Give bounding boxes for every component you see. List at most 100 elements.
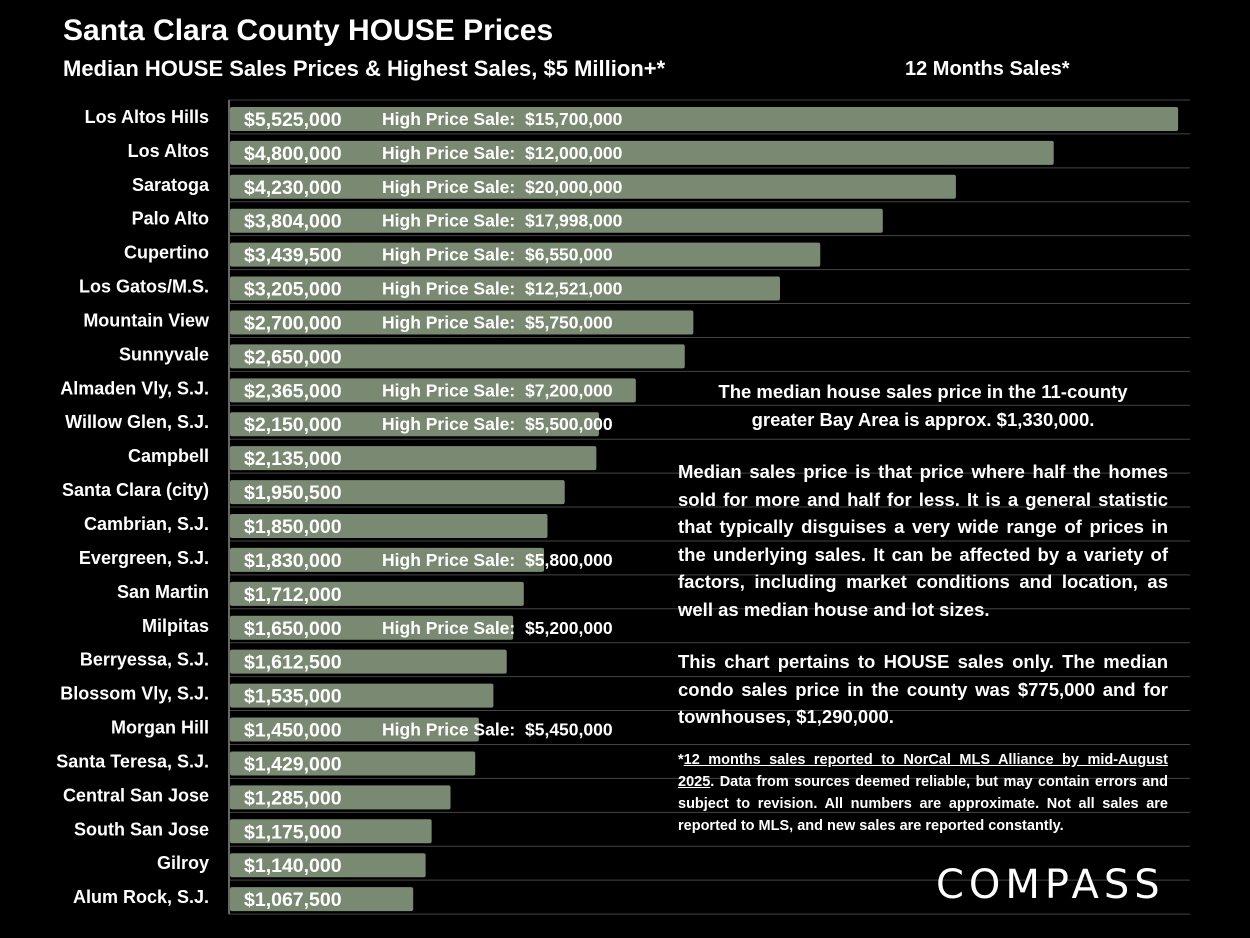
category-label: Almaden Vly, S.J. bbox=[60, 378, 209, 398]
value-label: $2,650,000 bbox=[244, 346, 342, 368]
high-price-prefix: High Price Sale: bbox=[382, 618, 515, 638]
category-label: Gilroy bbox=[157, 853, 209, 873]
value-label: $4,800,000 bbox=[244, 143, 342, 165]
house-only-note: This chart pertains to HOUSE sales only.… bbox=[678, 651, 1168, 727]
high-price-value: $5,800,000 bbox=[525, 550, 613, 570]
category-label: Santa Clara (city) bbox=[62, 480, 209, 500]
category-label: Saratoga bbox=[132, 175, 210, 195]
high-price-prefix: High Price Sale: bbox=[382, 414, 515, 434]
high-price-value: $5,500,000 bbox=[525, 414, 613, 434]
bar bbox=[230, 514, 548, 538]
value-label: $1,950,500 bbox=[244, 482, 342, 504]
bar bbox=[230, 242, 821, 267]
high-price-value: $12,000,000 bbox=[525, 143, 623, 163]
value-label: $5,525,000 bbox=[244, 109, 342, 131]
value-label: $3,439,500 bbox=[244, 245, 342, 267]
category-label: Mountain View bbox=[83, 310, 210, 330]
bar bbox=[230, 480, 565, 505]
high-price-prefix: High Price Sale: bbox=[382, 177, 515, 197]
high-price-value: $6,550,000 bbox=[525, 245, 613, 265]
bar bbox=[230, 378, 636, 403]
high-price-prefix: High Price Sale: bbox=[382, 720, 515, 740]
value-label: $1,850,000 bbox=[244, 516, 342, 538]
value-label: $1,429,000 bbox=[244, 753, 342, 775]
category-label: South San Jose bbox=[74, 819, 209, 839]
bar bbox=[230, 310, 694, 335]
bar bbox=[230, 819, 432, 844]
category-label: Palo Alto bbox=[132, 209, 209, 229]
value-label: $2,135,000 bbox=[244, 448, 342, 470]
category-label: Cambrian, S.J. bbox=[84, 514, 209, 534]
category-label: Campbell bbox=[128, 446, 209, 466]
high-price-value: $5,750,000 bbox=[525, 312, 613, 332]
high-price-prefix: High Price Sale: bbox=[382, 109, 515, 129]
bar bbox=[230, 547, 545, 572]
high-price-prefix: High Price Sale: bbox=[382, 245, 515, 265]
category-label: Evergreen, S.J. bbox=[79, 548, 209, 568]
value-label: $1,175,000 bbox=[244, 821, 342, 843]
bar bbox=[230, 140, 1054, 165]
bar bbox=[230, 785, 451, 810]
category-label: Los Altos Hills bbox=[85, 107, 209, 127]
high-price-value: $7,200,000 bbox=[525, 380, 613, 400]
value-label: $2,700,000 bbox=[244, 312, 342, 334]
value-label: $1,535,000 bbox=[244, 686, 342, 708]
high-price-value: $12,521,000 bbox=[525, 279, 623, 299]
value-label: $1,140,000 bbox=[244, 855, 342, 877]
bay-area-note: The median house sales price in the 11-c… bbox=[718, 381, 1128, 430]
value-label: $3,205,000 bbox=[244, 279, 342, 301]
category-label: Los Gatos/M.S. bbox=[79, 277, 209, 297]
category-label: San Martin bbox=[117, 582, 209, 602]
footnote-disclaimer: . Data from sources deemed reliable, but… bbox=[678, 774, 1168, 834]
bar bbox=[230, 717, 479, 742]
bar bbox=[230, 853, 426, 878]
bar bbox=[230, 276, 781, 301]
bar bbox=[230, 615, 514, 640]
value-label: $2,365,000 bbox=[244, 380, 342, 402]
bar bbox=[230, 106, 1179, 131]
footnote: *12 months sales reported to NorCal MLS … bbox=[678, 749, 1168, 837]
bar bbox=[230, 344, 685, 369]
value-label: $1,650,000 bbox=[244, 618, 342, 640]
category-label: Berryessa, S.J. bbox=[80, 650, 209, 670]
value-label: $1,712,000 bbox=[244, 584, 342, 606]
high-price-value: $5,450,000 bbox=[525, 720, 613, 740]
bar bbox=[230, 751, 476, 776]
page-title: Santa Clara County HOUSE Prices bbox=[63, 14, 554, 47]
category-label: Alum Rock, S.J. bbox=[73, 887, 209, 907]
high-price-prefix: High Price Sale: bbox=[382, 279, 515, 299]
category-label: Morgan Hill bbox=[111, 718, 209, 738]
value-label: $3,804,000 bbox=[244, 211, 342, 233]
bar bbox=[230, 412, 599, 437]
bar bbox=[230, 683, 494, 708]
category-label: Willow Glen, S.J. bbox=[65, 412, 209, 432]
period-label: 12 Months Sales* bbox=[905, 58, 1070, 80]
page-subtitle: Median HOUSE Sales Prices & Highest Sale… bbox=[63, 56, 666, 81]
category-label: Blossom Vly, S.J. bbox=[60, 684, 209, 704]
bar bbox=[230, 649, 507, 674]
footnote-star: * bbox=[678, 752, 684, 768]
category-label: Central San Jose bbox=[63, 785, 209, 805]
category-label: Sunnyvale bbox=[119, 344, 209, 364]
high-price-value: $5,200,000 bbox=[525, 618, 613, 638]
median-definition-note: Median sales price is that price where h… bbox=[678, 461, 1168, 620]
value-label: $2,150,000 bbox=[244, 414, 342, 436]
bar bbox=[230, 887, 414, 912]
value-label: $4,230,000 bbox=[244, 177, 342, 199]
category-label: Los Altos bbox=[128, 141, 209, 161]
footnote-source: 12 months sales reported to NorCal MLS A… bbox=[678, 752, 1168, 790]
bar bbox=[230, 446, 597, 471]
high-price-prefix: High Price Sale: bbox=[382, 312, 515, 332]
high-price-value: $15,700,000 bbox=[525, 109, 623, 129]
compass-logo: COMPASS bbox=[936, 862, 1165, 908]
bar bbox=[230, 581, 524, 606]
high-price-prefix: High Price Sale: bbox=[382, 380, 515, 400]
value-label: $1,067,500 bbox=[244, 889, 342, 911]
category-label: Santa Teresa, S.J. bbox=[56, 751, 209, 771]
high-price-prefix: High Price Sale: bbox=[382, 211, 515, 231]
category-label: Cupertino bbox=[124, 243, 209, 263]
high-price-value: $17,998,000 bbox=[525, 211, 623, 231]
value-label: $1,612,500 bbox=[244, 652, 342, 674]
category-label: Milpitas bbox=[142, 616, 209, 636]
